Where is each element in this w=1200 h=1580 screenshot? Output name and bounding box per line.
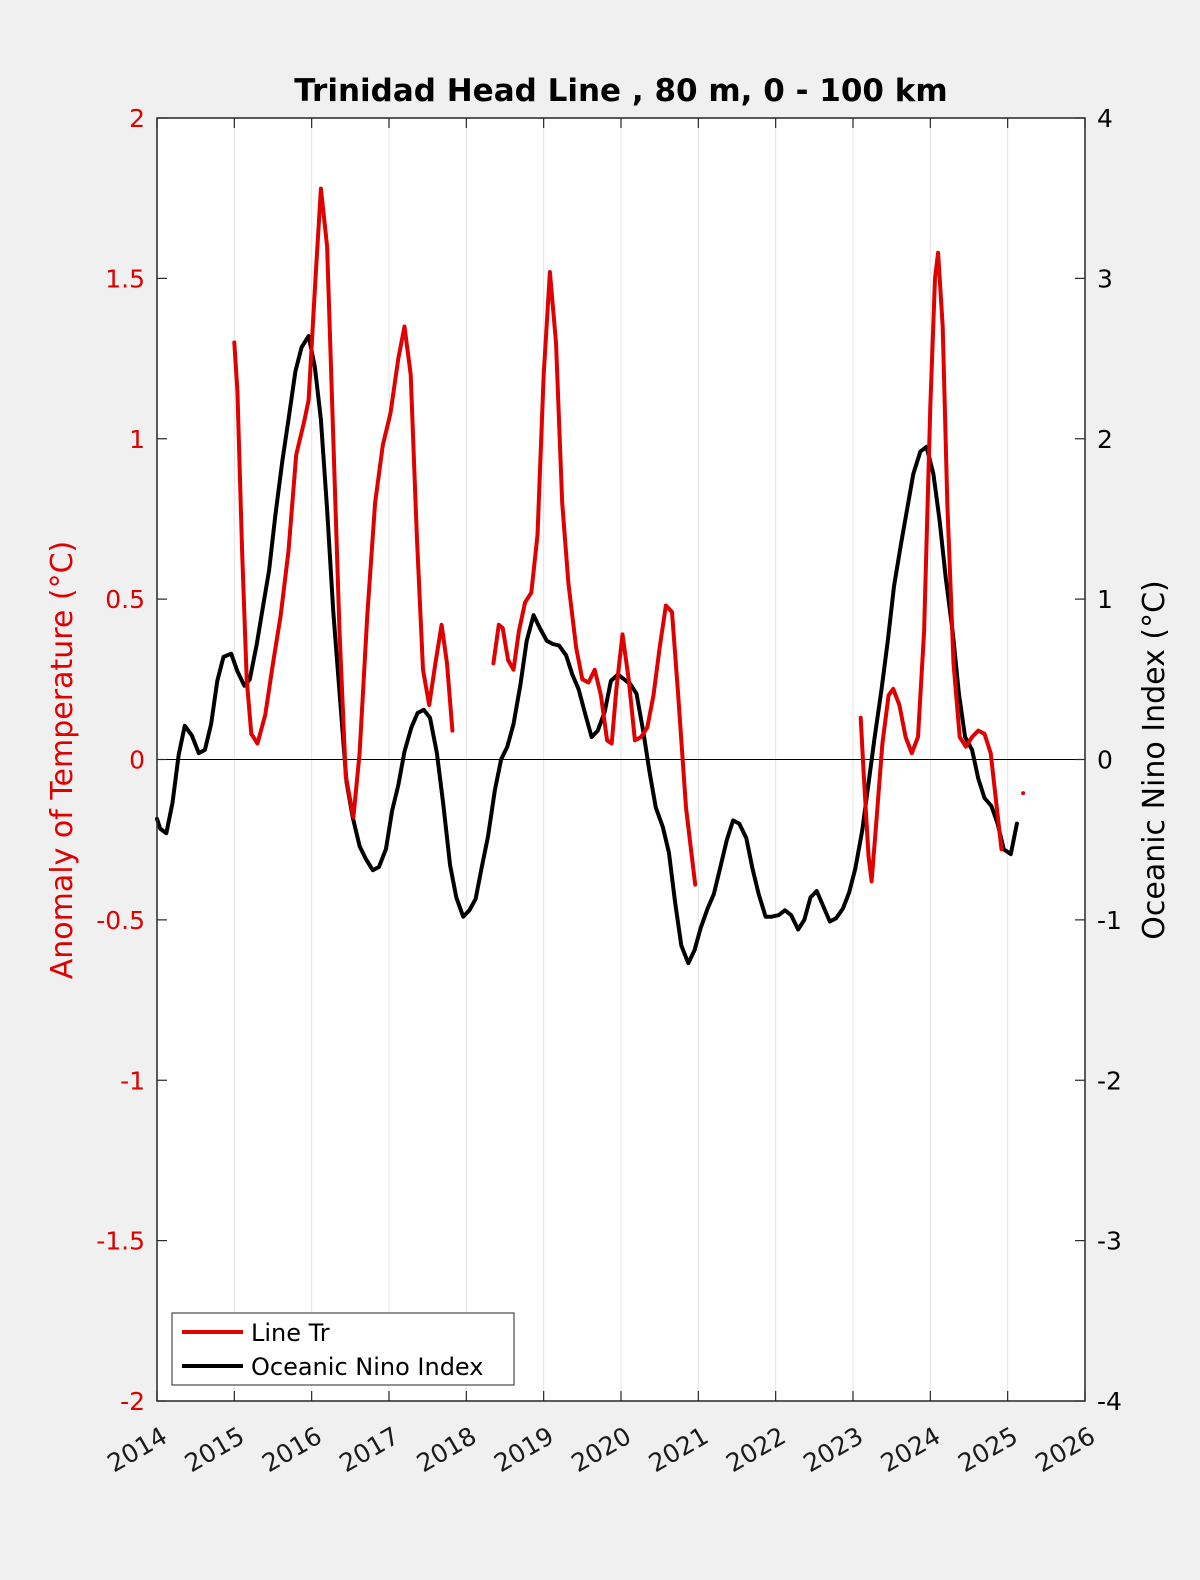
y-tick-label-right: -3 — [1097, 1227, 1122, 1256]
x-tick-label: 2015 — [180, 1421, 250, 1478]
x-tick-label: 2023 — [798, 1421, 868, 1478]
x-tick-label: 2021 — [644, 1421, 714, 1478]
x-tick-label: 2020 — [566, 1421, 636, 1478]
series-oni-line — [155, 334, 1019, 966]
series-line-tr-line — [491, 270, 698, 887]
series-line-tr-line — [858, 250, 1004, 884]
x-tick-label: 2022 — [721, 1421, 791, 1478]
legend-label-oni: Oceanic Nino Index — [251, 1353, 483, 1381]
y-tick-label-left: 1 — [129, 425, 145, 454]
y-tick-label-right: 2 — [1097, 425, 1113, 454]
x-tick-label: 2026 — [1030, 1421, 1100, 1478]
y-tick-label-right: 3 — [1097, 264, 1113, 293]
legend: Line Tr Oceanic Nino Index — [171, 1312, 515, 1386]
y-tick-label-left: 1.5 — [105, 264, 145, 293]
x-tick-label: 2017 — [334, 1421, 404, 1478]
x-tick-label: 2025 — [953, 1421, 1023, 1478]
y-tick-label-left: -1 — [120, 1066, 145, 1095]
y-axis-label-left: Anomaly of Temperature (°C) — [45, 541, 80, 980]
y-tick-label-right: -2 — [1097, 1066, 1122, 1095]
y-tick-label-left: -0.5 — [96, 906, 145, 935]
legend-box — [171, 1312, 515, 1386]
y-tick-label-right: -4 — [1097, 1387, 1122, 1416]
y-tick-label-left: 0.5 — [105, 585, 145, 614]
y-tick-label-left: -1.5 — [96, 1227, 145, 1256]
x-tick-label: 2016 — [257, 1421, 327, 1478]
y-axis-label-right: Oceanic Nino Index (°C) — [1137, 580, 1172, 940]
y-tick-label-right: 4 — [1097, 104, 1113, 133]
chart-title: Trinidad Head Line , 80 m, 0 - 100 km — [294, 73, 947, 109]
y-tick-label-left: -2 — [120, 1387, 145, 1416]
x-tick-label: 2014 — [102, 1421, 172, 1478]
series-line-tr-point — [1021, 791, 1026, 796]
y-tick-label-right: -1 — [1097, 906, 1122, 935]
series-layer — [155, 186, 1026, 966]
x-tick-label: 2019 — [489, 1421, 559, 1478]
x-tick-label: 2018 — [412, 1421, 482, 1478]
x-tick-label: 2024 — [876, 1421, 946, 1478]
legend-label-line-tr: Line Tr — [251, 1319, 330, 1347]
y-tick-label-left: 0 — [129, 746, 145, 775]
y-tick-label-right: 1 — [1097, 585, 1113, 614]
y-tick-label-left: 2 — [129, 104, 145, 133]
y-tick-label-right: 0 — [1097, 746, 1113, 775]
series-line-tr-line — [232, 186, 455, 820]
